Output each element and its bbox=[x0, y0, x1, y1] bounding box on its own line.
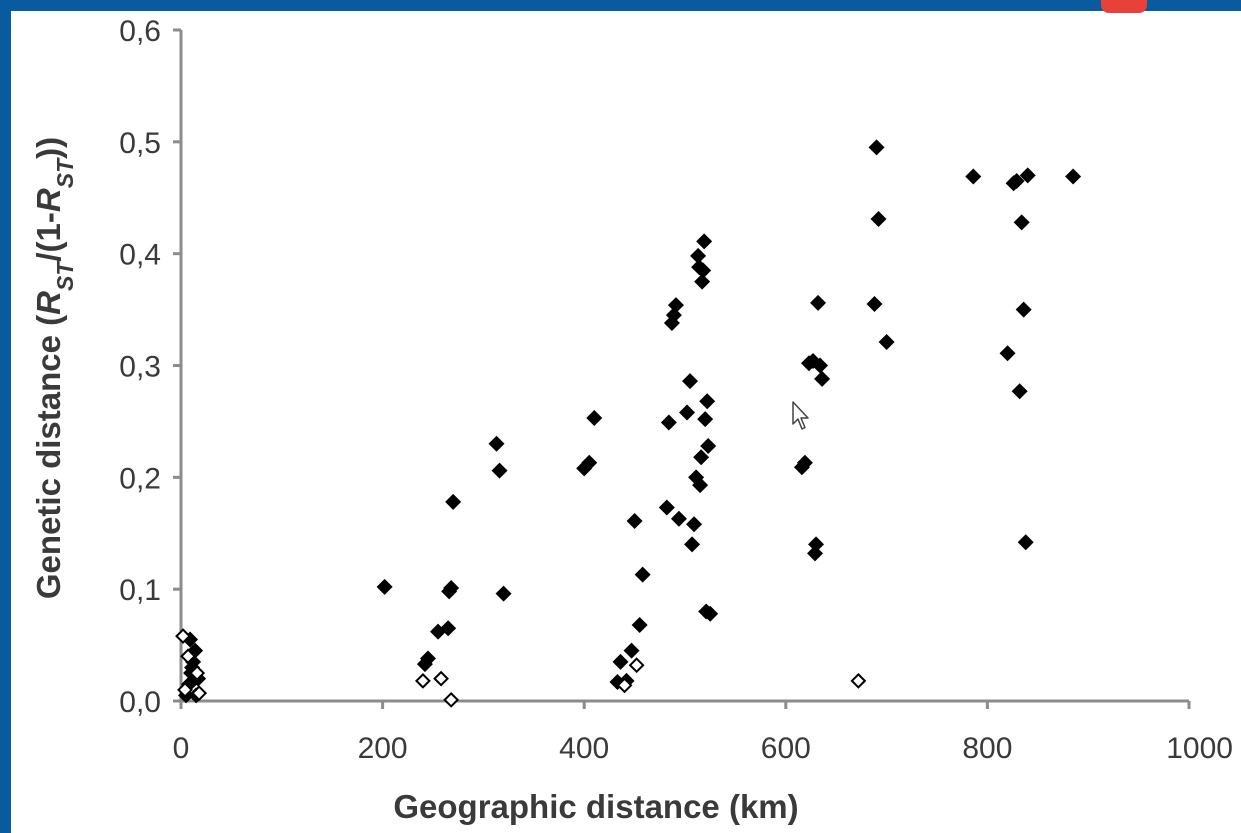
data-point-filled bbox=[491, 462, 508, 479]
data-point-open bbox=[628, 657, 645, 674]
data-point-filled bbox=[696, 233, 713, 250]
data-point-filled bbox=[812, 357, 829, 374]
data-point-filled bbox=[694, 273, 711, 290]
data-point-filled bbox=[702, 605, 719, 622]
data-point-filled bbox=[612, 653, 629, 670]
data-point-filled bbox=[670, 510, 687, 527]
data-point-filled bbox=[870, 210, 887, 227]
data-point-filled bbox=[667, 297, 684, 314]
data-point-filled bbox=[1015, 301, 1032, 318]
data-point-filled bbox=[1017, 534, 1034, 551]
y-tick-label: 0,4 bbox=[119, 239, 161, 272]
data-point-filled bbox=[866, 295, 883, 312]
y-title-r1: R bbox=[30, 291, 67, 315]
data-point-filled bbox=[1019, 167, 1036, 184]
x-tick-label: 600 bbox=[761, 732, 811, 765]
data-point-open bbox=[850, 672, 867, 689]
data-point-filled bbox=[695, 262, 712, 279]
data-point-filled bbox=[634, 566, 651, 583]
data-point-filled bbox=[658, 499, 675, 516]
data-point-filled bbox=[445, 493, 462, 510]
y-tick-label: 0,6 bbox=[119, 15, 161, 48]
y-title-sub1: ST bbox=[52, 260, 78, 291]
chart-axes bbox=[179, 30, 1189, 703]
data-point-open bbox=[175, 628, 191, 645]
y-axis-title: Genetic distance (RST/(1-RST)) bbox=[30, 137, 78, 599]
y-tick-label: 0,2 bbox=[119, 462, 161, 495]
pointer-arrow-icon bbox=[792, 401, 809, 430]
data-point-filled bbox=[631, 616, 648, 633]
data-point-filled bbox=[1008, 172, 1025, 189]
data-point-filled bbox=[1065, 168, 1082, 185]
data-point-filled bbox=[814, 370, 831, 387]
y-tick-label: 0,3 bbox=[119, 351, 161, 384]
data-point-filled bbox=[692, 477, 709, 494]
data-point-filled bbox=[679, 404, 696, 421]
y-title-prefix: Genetic distance ( bbox=[30, 315, 67, 599]
data-point-filled bbox=[626, 512, 643, 529]
data-point-filled bbox=[684, 536, 701, 553]
x-tick-label: 200 bbox=[358, 732, 408, 765]
x-tick-label: 800 bbox=[962, 732, 1012, 765]
data-point-filled bbox=[581, 454, 598, 471]
data-point-filled bbox=[1011, 383, 1028, 400]
data-point-filled bbox=[700, 438, 717, 455]
data-point-filled bbox=[878, 334, 895, 351]
data-point-filled bbox=[443, 580, 460, 597]
data-point-filled bbox=[796, 454, 813, 471]
data-point-filled bbox=[690, 247, 707, 264]
window-frame-top bbox=[0, 0, 1241, 11]
data-point-filled bbox=[697, 411, 714, 428]
data-point-filled bbox=[868, 139, 885, 156]
data-point-filled bbox=[965, 168, 982, 185]
data-point-open bbox=[415, 672, 431, 689]
data-point-open bbox=[616, 677, 633, 694]
x-axis-ticks: 0 200 400 600 800 1000 bbox=[173, 701, 1233, 765]
y-axis-ticks: 0,0 0,1 0,2 0,3 0,4 0,5 0,6 bbox=[119, 15, 181, 719]
window-frame-left bbox=[0, 0, 11, 833]
y-tick-label: 0,0 bbox=[119, 686, 161, 719]
data-point-open bbox=[443, 691, 460, 708]
x-axis-title: Geographic distance (km) bbox=[393, 788, 798, 825]
data-point-filled bbox=[440, 620, 457, 637]
data-point-filled bbox=[376, 578, 393, 595]
data-point-filled bbox=[419, 650, 436, 667]
data-point-filled bbox=[586, 410, 603, 427]
y-tick-label: 0,1 bbox=[119, 574, 161, 607]
y-tick-label: 0,5 bbox=[119, 127, 161, 160]
data-point-open bbox=[180, 648, 196, 665]
filled-diamond-series bbox=[178, 139, 1082, 704]
y-title-sub2: ST bbox=[52, 157, 78, 188]
data-point-open bbox=[191, 685, 208, 702]
data-point-filled bbox=[693, 449, 710, 466]
data-point-filled bbox=[623, 642, 640, 659]
data-point-filled bbox=[699, 393, 716, 410]
data-point-filled bbox=[665, 307, 682, 324]
data-point-open bbox=[177, 681, 193, 698]
open-diamond-series bbox=[175, 628, 867, 708]
y-title-mid: /(1- bbox=[30, 212, 67, 262]
data-point-filled bbox=[999, 345, 1016, 362]
x-tick-label: 400 bbox=[559, 732, 609, 765]
red-tab-marker bbox=[1101, 0, 1147, 13]
y-title-r2: R bbox=[30, 188, 67, 212]
data-point-filled bbox=[488, 435, 505, 452]
data-point-filled bbox=[686, 516, 703, 533]
y-title-suffix: )) bbox=[30, 137, 67, 159]
x-tick-label: 1000 bbox=[1166, 732, 1233, 765]
data-point-open bbox=[433, 670, 449, 687]
x-tick-label: 0 bbox=[173, 732, 190, 765]
data-point-filled bbox=[682, 373, 699, 390]
data-point-filled bbox=[495, 585, 512, 602]
data-point-filled bbox=[810, 294, 827, 311]
data-point-open bbox=[189, 665, 206, 681]
data-point-filled bbox=[660, 414, 677, 431]
data-point-filled bbox=[808, 536, 825, 553]
data-point-filled bbox=[1013, 214, 1030, 231]
